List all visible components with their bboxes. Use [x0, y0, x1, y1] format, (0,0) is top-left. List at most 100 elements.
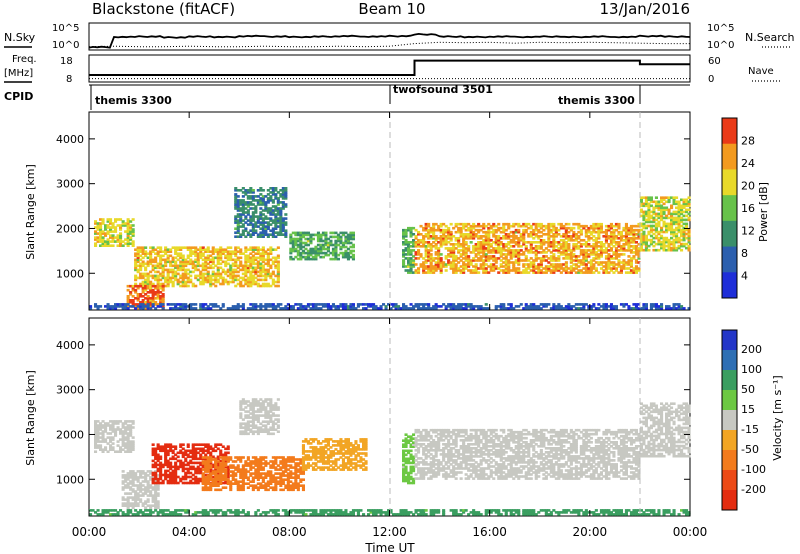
- power-cell: [587, 228, 591, 232]
- power-cell: [119, 218, 123, 221]
- power-cell: [156, 288, 160, 292]
- power-cell: [304, 255, 308, 259]
- velocity-cell: [136, 498, 140, 501]
- power-cell: [469, 307, 473, 310]
- power-cell: [654, 204, 658, 208]
- velocity-cell: [159, 473, 163, 477]
- power-cell: [121, 305, 125, 308]
- power-cell: [544, 255, 548, 258]
- power-cell: [449, 253, 453, 256]
- power-cell: [274, 227, 278, 230]
- power-cell: [647, 206, 651, 210]
- power-cell: [126, 218, 130, 221]
- power-cell: [629, 271, 633, 274]
- power-cell: [649, 196, 653, 199]
- power-cell: [339, 235, 343, 239]
- power-cell: [114, 220, 118, 223]
- velocity-cell: [181, 455, 185, 459]
- power-cell: [607, 271, 611, 274]
- velocity-cell: [256, 486, 260, 489]
- power-cell: [239, 189, 243, 192]
- power-cell: [174, 256, 178, 260]
- velocity-cell: [191, 461, 195, 465]
- velocity-cell: [134, 498, 138, 501]
- power-cell: [264, 252, 268, 255]
- power-cell: [139, 272, 143, 276]
- power-cell: [259, 189, 263, 192]
- power-cell: [582, 243, 586, 246]
- power-cell: [619, 230, 623, 234]
- power-cell: [632, 269, 636, 272]
- power-cell: [246, 231, 250, 234]
- power-cell: [529, 241, 533, 244]
- power-cell: [151, 299, 155, 302]
- velocity-cell: [214, 443, 218, 446]
- power-cell: [191, 262, 195, 266]
- power-cell: [231, 272, 235, 276]
- power-cell: [349, 251, 353, 255]
- power-cell: [291, 243, 295, 247]
- power-cell: [462, 251, 466, 254]
- power-cell: [154, 291, 158, 294]
- power-cell: [654, 226, 658, 230]
- power-cell: [404, 228, 408, 232]
- power-cell: [609, 239, 613, 242]
- power-cell: [246, 256, 250, 260]
- power-cell: [266, 217, 270, 220]
- power-cell: [479, 267, 483, 270]
- power-cell: [532, 222, 536, 226]
- power-cell: [154, 264, 158, 268]
- velocity-cell: [219, 476, 223, 479]
- power-cell: [434, 243, 438, 246]
- power-cell: [537, 241, 541, 244]
- power-cell: [321, 233, 325, 237]
- power-cell: [246, 211, 250, 214]
- velocity-cell: [206, 466, 210, 469]
- power-cell: [234, 262, 238, 266]
- power-cell: [457, 226, 461, 230]
- power-cell: [517, 237, 521, 240]
- power-cell: [346, 307, 350, 310]
- power-cell: [334, 255, 338, 259]
- power-cell: [462, 241, 466, 244]
- power-cell: [241, 305, 245, 308]
- power-cell: [319, 233, 323, 237]
- velocity-cell: [256, 466, 260, 469]
- power-cell: [624, 271, 628, 274]
- velocity-cell: [256, 476, 260, 479]
- power-cell: [334, 247, 338, 251]
- power-cell: [344, 255, 348, 259]
- power-cell: [577, 235, 581, 238]
- power-cell: [99, 240, 103, 243]
- power-cell: [564, 255, 568, 258]
- power-cell: [477, 259, 481, 262]
- power-cell: [249, 272, 253, 276]
- velocity-cell: [94, 420, 98, 423]
- power-cell: [429, 253, 433, 256]
- power-cell: [266, 207, 270, 210]
- velocity-cell: [154, 496, 158, 499]
- power-cell: [249, 229, 253, 232]
- power-cell: [464, 267, 468, 270]
- power-cell: [329, 235, 333, 239]
- power-cell: [271, 229, 275, 232]
- power-cell: [319, 303, 323, 306]
- power-cell: [296, 245, 300, 249]
- power-cell: [634, 307, 638, 310]
- velocity-cell: [236, 456, 240, 459]
- power-cell: [665, 228, 669, 232]
- power-cell: [642, 204, 646, 208]
- velocity-cell: [254, 476, 258, 479]
- power-cell: [514, 269, 518, 272]
- power-cell: [547, 245, 551, 248]
- power-cell: [632, 251, 636, 254]
- velocity-cell: [226, 473, 230, 477]
- velocity-cell: [106, 442, 110, 445]
- velocity-cell: [206, 474, 210, 477]
- power-cell: [281, 195, 285, 198]
- power-cell: [474, 271, 478, 274]
- power-cell: [309, 247, 313, 251]
- power-cell: [489, 267, 493, 270]
- power-cell: [685, 200, 689, 204]
